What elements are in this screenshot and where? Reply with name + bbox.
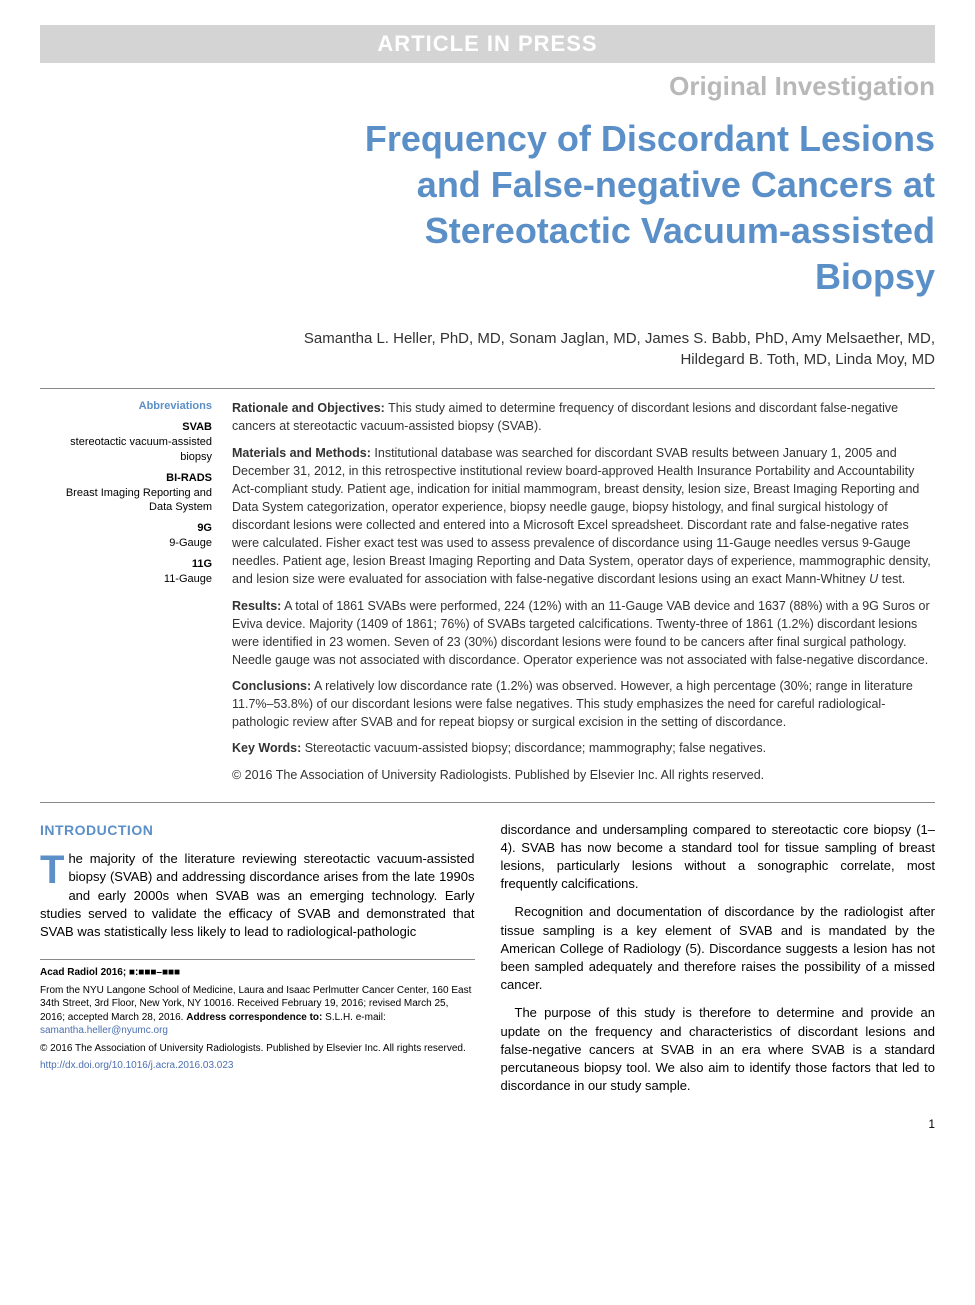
abbrev-def: stereotactic vacuum-assisted biopsy [40, 435, 212, 465]
abstract-column: Rationale and Objectives: This study aim… [230, 399, 935, 791]
title-line: Stereotactic Vacuum-assisted [425, 210, 935, 251]
right-column: discordance and undersampling compared t… [501, 821, 936, 1106]
author-list: Samantha L. Heller, PhD, MD, Sonam Jagla… [40, 328, 935, 370]
abbrev-term: 9G [40, 521, 212, 536]
abstract-rationale: Rationale and Objectives: This study aim… [232, 399, 935, 435]
corr-text: S.L.H. e-mail: [322, 1012, 385, 1023]
abstract-methods: Materials and Methods: Institutional dat… [232, 444, 935, 589]
intro-text: he majority of the literature reviewing … [40, 851, 475, 939]
affiliation: From the NYU Langone School of Medicine,… [40, 984, 475, 1038]
abbreviation-item: 11G 11-Gauge [40, 557, 212, 587]
abstract-keywords: Key Words: Stereotactic vacuum-assisted … [232, 739, 935, 757]
conclusions-label: Conclusions: [232, 679, 311, 693]
intro-paragraph: The majority of the literature reviewing… [40, 850, 475, 941]
abbreviations-heading: Abbreviations [40, 399, 212, 414]
body-paragraph: discordance and undersampling compared t… [501, 821, 936, 894]
abstract-results: Results: A total of 1861 SVABs were perf… [232, 597, 935, 670]
authors-line: Samantha L. Heller, PhD, MD, Sonam Jagla… [304, 330, 935, 347]
methods-label: Materials and Methods: [232, 446, 371, 460]
page-number: 1 [40, 1117, 935, 1131]
abbreviation-item: 9G 9-Gauge [40, 521, 212, 551]
methods-text: Institutional database was searched for … [232, 446, 931, 587]
results-label: Results: [232, 599, 281, 613]
abbrev-term: BI-RADS [40, 471, 212, 486]
citation: Acad Radiol 2016; ■:■■■–■■■ [40, 966, 475, 980]
corr-label: Address correspondence to: [186, 1012, 322, 1023]
u-stat: U [869, 572, 878, 586]
doi-link[interactable]: http://dx.doi.org/10.1016/j.acra.2016.03… [40, 1060, 233, 1071]
left-column: INTRODUCTION The majority of the literat… [40, 821, 475, 1106]
methods-tail: test. [878, 572, 905, 586]
abbreviations-column: Abbreviations SVAB stereotactic vacuum-a… [40, 399, 230, 791]
introduction-heading: INTRODUCTION [40, 821, 475, 841]
body-paragraph: The purpose of this study is therefore t… [501, 1004, 936, 1095]
title-line: Biopsy [815, 256, 935, 297]
abbrev-def: 11-Gauge [40, 572, 212, 587]
corr-email-link[interactable]: samantha.heller@nyumc.org [40, 1025, 168, 1036]
conclusions-text: A relatively low discordance rate (1.2%)… [232, 679, 913, 729]
abbrev-term: 11G [40, 557, 212, 572]
abbrev-term: SVAB [40, 420, 212, 435]
keywords-label: Key Words: [232, 741, 301, 755]
abbreviation-item: SVAB stereotactic vacuum-assisted biopsy [40, 420, 212, 465]
footnote-block: Acad Radiol 2016; ■:■■■–■■■ From the NYU… [40, 959, 475, 1073]
title-line: Frequency of Discordant Lesions [365, 118, 935, 159]
results-text: A total of 1861 SVABs were performed, 22… [232, 599, 930, 667]
abbreviation-item: BI-RADS Breast Imaging Reporting and Dat… [40, 471, 212, 516]
dropcap: T [40, 850, 68, 888]
title-line: and False-negative Cancers at [417, 164, 935, 205]
rationale-label: Rationale and Objectives: [232, 401, 385, 415]
abstract-copyright: © 2016 The Association of University Rad… [232, 766, 935, 784]
keywords-text: Stereotactic vacuum-assisted biopsy; dis… [301, 741, 766, 755]
abbrev-def: Breast Imaging Reporting and Data System [40, 486, 212, 516]
body-columns: INTRODUCTION The majority of the literat… [40, 821, 935, 1106]
body-paragraph: Recognition and documentation of discord… [501, 903, 936, 994]
article-category: Original Investigation [40, 71, 935, 102]
abstract-row: Abbreviations SVAB stereotactic vacuum-a… [40, 388, 935, 802]
abstract-conclusions: Conclusions: A relatively low discordanc… [232, 677, 935, 731]
abbrev-def: 9-Gauge [40, 536, 212, 551]
article-status-banner: ARTICLE IN PRESS [40, 25, 935, 63]
authors-line: Hildegard B. Toth, MD, Linda Moy, MD [680, 351, 935, 368]
footnote-copyright: © 2016 The Association of University Rad… [40, 1042, 475, 1056]
article-title: Frequency of Discordant Lesions and Fals… [40, 116, 935, 300]
